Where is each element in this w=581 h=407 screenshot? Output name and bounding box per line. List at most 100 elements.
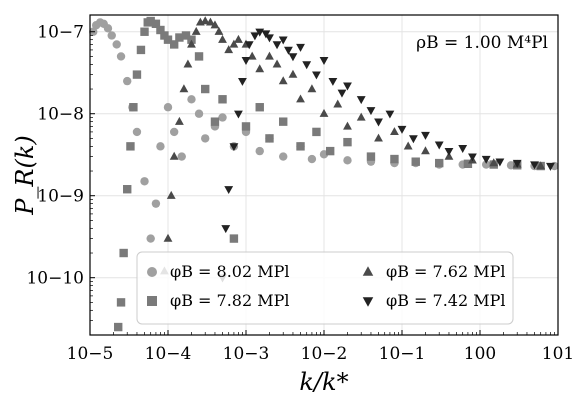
data-point: [107, 31, 116, 40]
data-point: [191, 26, 201, 35]
data-point: [250, 32, 260, 41]
data-point: [421, 131, 430, 140]
data-point: [114, 322, 123, 332]
data-point: [179, 84, 189, 93]
data-point: [536, 161, 546, 170]
data-point: [272, 59, 282, 68]
data-point: [151, 199, 161, 208]
data-point: [210, 20, 220, 29]
data-point: [146, 16, 155, 26]
data-point: [411, 157, 420, 166]
x-axis-title: k/k*: [299, 368, 348, 396]
x-tick-label: 10−3: [223, 344, 270, 364]
data-point: [151, 19, 161, 28]
data-point: [169, 40, 179, 49]
data-point: [408, 135, 418, 144]
x-tick-label: 10−4: [145, 344, 192, 364]
data-point: [181, 31, 191, 40]
series-3: [160, 16, 546, 275]
data-point: [385, 110, 395, 119]
x-tick-label: 10−1: [379, 344, 426, 364]
data-point: [319, 108, 329, 117]
data-point: [328, 77, 338, 86]
data-point: [468, 153, 477, 162]
data-point: [234, 110, 243, 119]
data-point: [201, 134, 210, 143]
data-point: [126, 142, 135, 151]
data-point: [112, 40, 121, 49]
legend-marker-1: [147, 267, 157, 277]
data-point: [169, 151, 179, 160]
legend-marker-4: [362, 297, 374, 307]
data-point: [241, 122, 251, 131]
data-point: [279, 117, 288, 126]
data-point: [435, 158, 444, 168]
data-point: [218, 113, 227, 122]
legend-label-2: φB = 7.82 MPl: [170, 291, 290, 310]
data-point: [319, 57, 329, 65]
data-point: [206, 17, 215, 26]
data-point: [156, 142, 165, 151]
data-point: [489, 158, 499, 167]
data-point: [279, 152, 288, 161]
series-4: [218, 28, 555, 283]
y-tick-label: 10−9: [37, 187, 84, 207]
data-point: [136, 45, 146, 55]
data-point: [119, 248, 128, 258]
y-tick-label: 10−10: [26, 269, 84, 289]
data-point: [255, 146, 264, 156]
data-point: [343, 121, 352, 130]
data-point: [123, 185, 132, 194]
data-point: [200, 16, 210, 25]
data-point: [390, 154, 399, 164]
data-point: [224, 45, 234, 54]
legend-marker-3: [362, 266, 374, 276]
legend: φB = 8.02 MPl φB = 7.82 MPl φB = 7.62 MPl φ…: [136, 251, 514, 325]
y-tick-label: 10−8: [37, 105, 84, 125]
data-point: [366, 107, 376, 116]
data-point: [278, 76, 288, 85]
data-point: [546, 162, 555, 171]
data-point: [169, 127, 179, 137]
data-point: [187, 39, 196, 48]
legend-label-1: φB = 8.02 MPl: [170, 262, 290, 281]
data-point: [366, 152, 376, 161]
data-point: [123, 76, 132, 86]
data-point: [278, 36, 288, 45]
data-marks: [89, 16, 559, 332]
data-point: [116, 298, 126, 307]
data-point: [234, 34, 243, 43]
data-point: [238, 77, 247, 86]
data-point: [163, 35, 173, 44]
data-point: [390, 127, 399, 136]
data-point: [374, 118, 383, 127]
legend-box: [136, 251, 514, 325]
data-point: [201, 84, 210, 94]
data-point: [312, 127, 321, 137]
x-tick-label: 101: [542, 344, 574, 364]
data-point: [343, 156, 352, 165]
data-point: [403, 141, 413, 150]
data-point: [356, 112, 366, 121]
data-point: [284, 46, 293, 55]
data-point: [255, 64, 265, 73]
x-tick-label: 10−2: [301, 344, 348, 364]
data-point: [194, 109, 204, 118]
y-tick-label: 10−7: [37, 23, 84, 43]
data-point: [374, 133, 383, 142]
data-point: [132, 127, 142, 137]
data-point: [343, 82, 352, 91]
data-point: [103, 24, 113, 33]
data-point: [296, 94, 305, 103]
data-point: [333, 99, 343, 108]
data-point: [177, 152, 186, 161]
legend-marker-2: [147, 296, 157, 306]
data-point: [214, 26, 224, 35]
data-point: [325, 146, 335, 156]
data-point: [463, 159, 473, 169]
data-point: [458, 145, 468, 154]
legend-label-3: φB = 7.62 MPl: [386, 262, 506, 281]
data-point: [166, 190, 176, 199]
data-point: [229, 234, 239, 243]
